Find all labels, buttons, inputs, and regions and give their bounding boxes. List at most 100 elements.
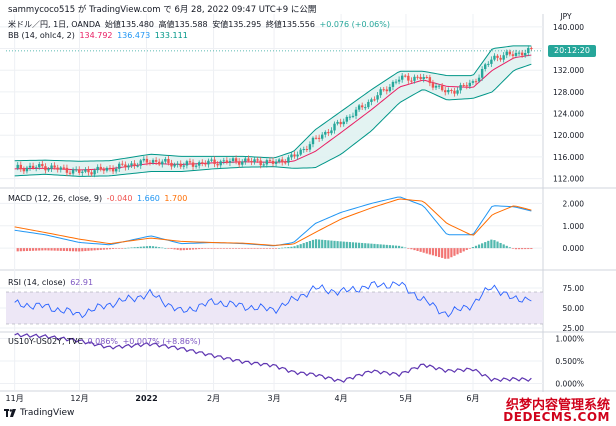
macd-histogram-bar bbox=[182, 248, 185, 251]
macd-histogram-bar bbox=[53, 248, 56, 251]
macd-histogram-bar bbox=[139, 246, 142, 249]
candle-body bbox=[142, 158, 146, 161]
watermark-line1: 织梦内容管理系统 bbox=[505, 398, 610, 413]
macd-histogram-bar bbox=[262, 248, 265, 249]
candle-body bbox=[299, 149, 302, 155]
macd-histogram-bar bbox=[59, 248, 62, 251]
candle-body bbox=[317, 137, 321, 139]
candle-body bbox=[81, 171, 84, 173]
price-tick-label: 112.000 bbox=[553, 175, 584, 184]
price-tick-label: 124.000 bbox=[553, 110, 584, 119]
macd-histogram-bar bbox=[471, 247, 475, 249]
candle-body bbox=[468, 82, 472, 87]
candle-body bbox=[308, 144, 312, 150]
macd-histogram-bar bbox=[514, 248, 518, 250]
candle-body bbox=[241, 161, 244, 165]
macd-histogram-bar bbox=[521, 248, 524, 250]
price-tick-label: 2.000 bbox=[563, 199, 585, 208]
candle-body bbox=[121, 163, 124, 165]
candle-body bbox=[253, 159, 256, 163]
macd-histogram-bar bbox=[505, 245, 508, 249]
macd-histogram-bar bbox=[170, 248, 173, 249]
macd-histogram-bar bbox=[496, 241, 499, 249]
macd-histogram-bar bbox=[44, 248, 47, 251]
macd-histogram-bar bbox=[517, 248, 521, 250]
macd-histogram-bar bbox=[354, 242, 358, 249]
macd-histogram-bar bbox=[511, 248, 514, 249]
bb-upper-line bbox=[14, 45, 532, 162]
candle-body bbox=[78, 169, 81, 173]
macd-histogram-bar bbox=[401, 246, 404, 249]
macd-histogram-bar bbox=[367, 243, 370, 249]
macd-histogram-bar bbox=[459, 248, 462, 253]
candle-body bbox=[330, 130, 333, 134]
candle-body bbox=[391, 81, 395, 87]
macd-histogram-bar bbox=[268, 248, 272, 249]
macd-histogram-bar bbox=[124, 247, 127, 249]
candle-body bbox=[465, 85, 468, 87]
macd-histogram-bar bbox=[339, 241, 342, 249]
candle-body bbox=[413, 76, 416, 81]
macd-line-value: 1.660 bbox=[136, 194, 160, 203]
macd-histogram-bar bbox=[530, 248, 533, 250]
price-tick-label: 25.00 bbox=[563, 324, 585, 333]
candle-body bbox=[327, 131, 330, 134]
bb-name[interactable]: BB (14, ohlc4, 2) bbox=[8, 31, 75, 40]
candle-body bbox=[277, 159, 281, 162]
candle-body bbox=[204, 163, 207, 165]
candle-body bbox=[250, 160, 253, 163]
macd-histogram-bar bbox=[481, 243, 484, 249]
rsi-legend: RSI (14, close) 62.91 bbox=[8, 278, 95, 287]
candle-body bbox=[453, 90, 456, 94]
candle-body bbox=[56, 167, 59, 170]
candle-body bbox=[259, 160, 262, 166]
candle-body bbox=[31, 165, 35, 169]
macd-histogram-bar bbox=[121, 248, 124, 249]
macd-histogram-bar bbox=[65, 248, 69, 252]
spread-name[interactable]: US10Y-US02Y, TVC bbox=[8, 337, 83, 346]
candle-body bbox=[505, 51, 508, 56]
macd-histogram-bar bbox=[290, 246, 293, 249]
macd-histogram-bar bbox=[345, 241, 348, 249]
candle-body bbox=[434, 85, 438, 88]
macd-histogram-bar bbox=[207, 248, 210, 249]
symbol-name[interactable]: 米ドル／円, 1日, OANDA bbox=[8, 20, 101, 29]
macd-histogram-bar bbox=[274, 248, 278, 249]
macd-histogram-bar bbox=[413, 248, 416, 251]
macd-histogram-bar bbox=[385, 244, 388, 249]
rsi-name[interactable]: RSI (14, close) bbox=[8, 278, 66, 287]
candle-body bbox=[376, 95, 379, 100]
macd-name[interactable]: MACD (12, 26, close, 9) bbox=[8, 194, 103, 203]
candle-body bbox=[65, 167, 69, 173]
candle-body bbox=[167, 158, 170, 163]
macd-histogram-bar bbox=[465, 248, 468, 250]
footer-brand[interactable]: TradingView bbox=[20, 408, 75, 418]
change-value: +0.076 (+0.06%) bbox=[319, 20, 390, 29]
candle-body bbox=[247, 158, 250, 161]
candle-body bbox=[511, 54, 515, 56]
candle-body bbox=[477, 77, 481, 82]
macd-histogram-bar bbox=[90, 248, 93, 251]
macd-histogram-bar bbox=[419, 248, 422, 252]
candle-body bbox=[484, 64, 487, 69]
spread-pane bbox=[14, 332, 532, 383]
macd-histogram-bar bbox=[410, 248, 413, 250]
macd-hist-value: -0.040 bbox=[106, 194, 133, 203]
currency-label: JPY bbox=[559, 12, 572, 21]
macd-histogram-bar bbox=[247, 248, 250, 249]
candle-body bbox=[456, 90, 459, 94]
candle-body bbox=[136, 165, 139, 167]
candle-body bbox=[404, 75, 407, 77]
candle-body bbox=[244, 158, 247, 162]
candle-body bbox=[105, 167, 109, 171]
candle-body bbox=[44, 166, 47, 171]
macd-histogram-bar bbox=[311, 239, 315, 249]
candle-body bbox=[493, 55, 496, 60]
macd-histogram-bar bbox=[364, 243, 367, 249]
macd-histogram-bar bbox=[407, 248, 410, 249]
macd-histogram-bar bbox=[127, 247, 130, 249]
macd-histogram-bar bbox=[47, 248, 50, 251]
macd-histogram-bar bbox=[305, 242, 308, 249]
macd-histogram-bar bbox=[499, 242, 502, 249]
candle-body bbox=[348, 116, 352, 118]
